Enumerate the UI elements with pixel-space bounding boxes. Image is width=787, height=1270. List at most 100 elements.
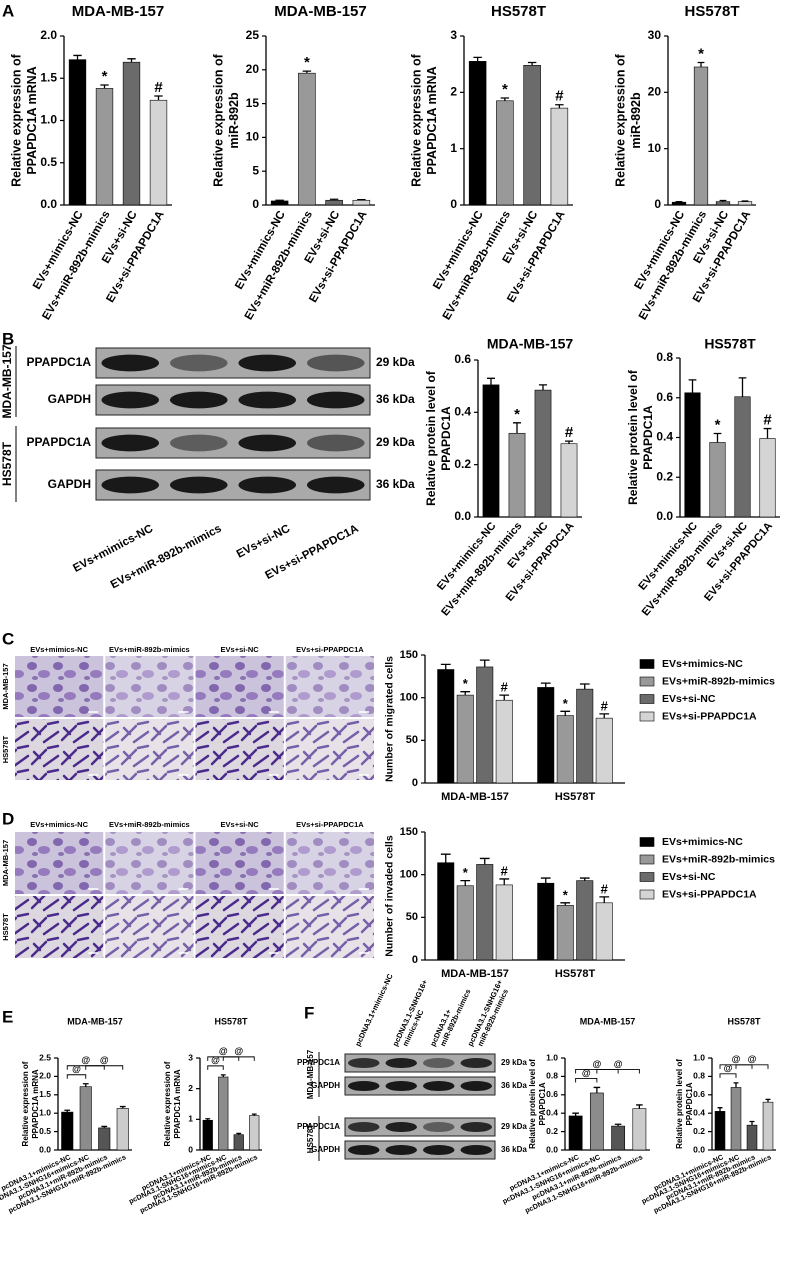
error-bar: [486, 377, 496, 385]
bracket: [596, 1068, 640, 1074]
bar: [556, 905, 574, 961]
y-tick-label: 0: [252, 197, 259, 211]
bracket-label: @: [748, 1054, 757, 1064]
bracket: [66, 1074, 87, 1079]
y-axis-label: Relative expression of: [163, 1061, 172, 1146]
blot-band: [306, 434, 365, 452]
y-axis-label: Relative protein level of: [528, 1059, 537, 1149]
micrograph-grid: EVs+mimics-NC EVs+miR-892b-mimics EVs+si-N…: [1, 820, 374, 958]
blot-band: [460, 1057, 492, 1069]
bracket: [735, 1064, 769, 1069]
error-bar: [479, 857, 490, 865]
chart-title: HS578T: [704, 336, 756, 352]
error-bar: [357, 198, 366, 201]
micrograph: [105, 896, 194, 958]
bar: [218, 1076, 229, 1151]
blot-band: [348, 1144, 380, 1156]
y-axis-label: Relative protein level of: [626, 369, 640, 505]
bar: [325, 199, 343, 206]
micrograph: [105, 656, 194, 717]
y-axis-label: PPAPDC1A: [641, 405, 655, 470]
legend-swatch: [639, 694, 655, 704]
bracket-label: @: [724, 1063, 733, 1073]
bar-chart: MDA-MB-157 Relative protein level of PPAPD…: [424, 336, 582, 618]
error-bar: [636, 1104, 643, 1109]
error-bar: [738, 377, 747, 397]
legend-label: EVs+si-NC: [662, 693, 716, 705]
error-bar: [688, 379, 697, 393]
blot-strip: [344, 1053, 496, 1073]
significance-marker: *: [698, 45, 704, 62]
bar: [122, 61, 141, 206]
chart-title: MDA-MB-157: [72, 3, 165, 20]
y-tick-label: 0: [188, 1144, 193, 1154]
error-bar: [717, 1107, 723, 1112]
bar: [671, 201, 687, 206]
bar: [468, 61, 487, 206]
error-bar: [500, 97, 510, 101]
y-tick-label: 5: [252, 163, 259, 177]
x-tick-label: HS578T: [555, 791, 596, 803]
blot-band: [306, 391, 365, 409]
bar: [589, 1092, 604, 1151]
blot-band: [238, 391, 297, 409]
y-tick-label: 15: [246, 96, 260, 110]
significance-marker: #: [565, 424, 574, 441]
bar: [249, 1115, 260, 1151]
error-bar: [599, 713, 610, 719]
y-tick-label: 0.0: [546, 1144, 558, 1154]
y-axis-label: Relative expression of: [21, 1061, 30, 1146]
y-axis-label: Relative protein level of: [424, 370, 438, 506]
y-axis-label: PPAPDC1A: [538, 1082, 547, 1125]
y-tick-label: 0.0: [693, 1144, 705, 1154]
error-bar: [329, 198, 339, 201]
y-tick-label: 50: [406, 911, 418, 923]
significance-marker: *: [463, 865, 469, 880]
significance-marker: #: [555, 88, 564, 105]
error-bar: [205, 1118, 211, 1121]
blot-band: [306, 476, 365, 494]
significance-marker: *: [715, 416, 721, 433]
blot-band: [423, 1057, 455, 1069]
error-bar: [719, 199, 727, 202]
bar: [298, 72, 316, 206]
y-tick-label: 0.6: [454, 352, 471, 366]
bar: [437, 669, 455, 784]
y-tick-label: 0: [412, 777, 418, 789]
y-tick-label: 50: [406, 734, 418, 746]
y-tick-label: 0.4: [546, 1107, 558, 1117]
y-tick-label: 25: [246, 28, 260, 42]
legend-swatch: [639, 659, 655, 669]
y-tick-label: 0: [412, 954, 418, 966]
x-tick-label: MDA-MB-157: [441, 968, 509, 980]
image-column-label: EVs+si-PPAPDC1A: [296, 645, 364, 654]
error-bar: [560, 710, 571, 716]
error-bar: [579, 683, 590, 690]
y-axis-label: miR-892b: [629, 92, 643, 149]
y-tick-label: 0.4: [454, 405, 471, 419]
image-column-label: EVs+si-NC: [221, 820, 260, 829]
significance-marker: *: [102, 68, 108, 85]
bar: [595, 902, 613, 961]
bar: [496, 100, 514, 206]
error-bar: [512, 422, 522, 434]
panel-label: B: [2, 329, 14, 348]
y-axis-label: PPAPDC1A: [685, 1082, 694, 1125]
significance-marker: #: [763, 412, 772, 429]
y-tick-label: 30: [648, 28, 662, 42]
micrograph: [195, 832, 284, 894]
cell-line-label: HS578T: [306, 1124, 315, 1153]
blot-band: [385, 1080, 417, 1092]
error-bar: [73, 54, 82, 60]
micrograph: [15, 832, 104, 894]
size-label: 36 kDa: [376, 392, 415, 406]
significance-marker: #: [601, 881, 609, 896]
chart-title: MDA-MB-157: [274, 3, 367, 20]
y-tick-label: 0.2: [454, 457, 471, 471]
bar: [632, 1108, 647, 1151]
y-tick-label: 100: [400, 869, 418, 881]
error-bar: [733, 1082, 739, 1088]
micrograph: [285, 896, 374, 958]
